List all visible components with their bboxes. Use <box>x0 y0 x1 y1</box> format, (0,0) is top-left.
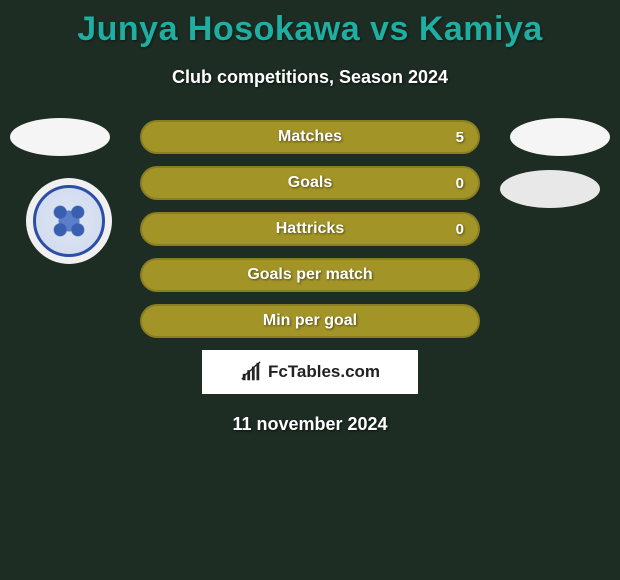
subtitle: Club competitions, Season 2024 <box>0 67 620 88</box>
stat-label: Goals <box>288 174 332 192</box>
club-right-badge <box>500 170 600 208</box>
date-text: 11 november 2024 <box>0 414 620 435</box>
stat-value-right: 0 <box>456 175 464 192</box>
stat-row: Min per goal <box>140 304 480 338</box>
page-title: Junya Hosokawa vs Kamiya <box>0 0 620 49</box>
stat-value-right: 5 <box>456 129 464 146</box>
brand-text: FcTables.com <box>268 362 380 382</box>
club-left-badge-inner <box>33 185 105 257</box>
bar-chart-icon <box>240 361 262 383</box>
stat-label: Goals per match <box>247 266 372 284</box>
stat-value-right: 0 <box>456 221 464 238</box>
stat-label: Matches <box>278 128 342 146</box>
stat-label: Hattricks <box>276 220 344 238</box>
club-left-badge <box>26 178 112 264</box>
stat-row: Goals 0 <box>140 166 480 200</box>
stat-row: Goals per match <box>140 258 480 292</box>
stats-container: Matches 5 Goals 0 Hattricks 0 Goals per match M… <box>140 120 480 338</box>
stat-label: Min per goal <box>263 312 357 330</box>
brand-box: FcTables.com <box>202 350 418 394</box>
stat-row: Matches 5 <box>140 120 480 154</box>
club-left-badge-knot-icon <box>47 199 91 243</box>
player-right-avatar <box>510 118 610 156</box>
player-left-avatar <box>10 118 110 156</box>
stat-row: Hattricks 0 <box>140 212 480 246</box>
